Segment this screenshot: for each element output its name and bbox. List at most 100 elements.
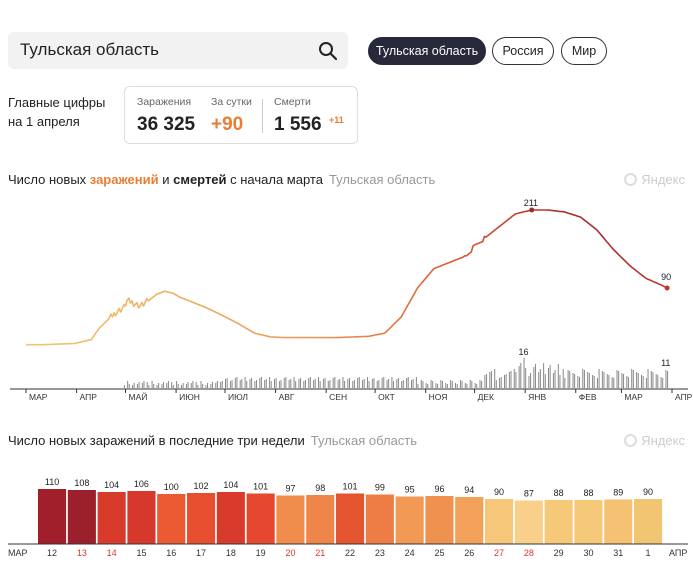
infections-label: Заражения [137, 96, 192, 108]
death-bar [153, 384, 155, 388]
yandex-logo-icon [624, 173, 638, 186]
chart1-title-text: Число новых [8, 172, 90, 187]
death-bar [543, 363, 545, 388]
x-tick-label: МАР [29, 392, 48, 402]
yandex-watermark-text: Яндекс [641, 172, 685, 187]
death-bar [479, 380, 481, 388]
infections-value: 36 325 [137, 114, 196, 135]
death-bar [293, 377, 295, 388]
death-bar [503, 375, 505, 388]
death-bar [667, 371, 669, 388]
death-bar [211, 382, 213, 388]
death-bar [225, 379, 227, 388]
death-bar [344, 381, 346, 388]
bar-value-label: 102 [194, 481, 209, 491]
death-bar [559, 375, 561, 388]
x-tick-label: ЯНВ [528, 392, 546, 402]
bar-value-label: 94 [464, 485, 474, 495]
bar-value-label: 89 [613, 488, 623, 498]
death-bar [549, 365, 551, 388]
death-bar [464, 383, 466, 388]
x-tick-label: ОКТ [378, 392, 395, 402]
chart2-title-text: Число новых заражений в последние три не… [8, 433, 305, 448]
death-bar [484, 375, 486, 388]
death-bar [363, 379, 365, 388]
bar [127, 491, 156, 544]
death-bar [632, 370, 634, 388]
bar-value-label: 88 [583, 488, 593, 498]
bar-value-label: 100 [164, 482, 179, 492]
death-bar [642, 376, 644, 388]
yandex-logo-icon [624, 434, 638, 447]
death-bar [662, 378, 664, 388]
bar [514, 500, 543, 544]
death-bar [324, 378, 326, 388]
x-tick-label: МАЙ [129, 391, 148, 402]
death-bar [388, 379, 390, 388]
region-button-world[interactable]: Мир [561, 37, 607, 65]
death-bar [319, 381, 321, 388]
deaths-delta: +11 [329, 115, 344, 125]
death-bar [304, 380, 306, 388]
death-bar [430, 380, 432, 388]
death-bar [347, 379, 349, 388]
bar-value-label: 96 [434, 484, 444, 494]
x-tick-label: 1 [646, 548, 651, 558]
death-bar [564, 378, 566, 388]
infections-line [26, 209, 668, 346]
death-bar [241, 379, 243, 388]
bar-value-label: 87 [524, 489, 534, 499]
stats-box: Заражения 36 325 За сутки +90 Смерти 1 5… [124, 86, 358, 144]
x-tick-label: АПР [675, 392, 693, 402]
death-bar [539, 369, 541, 388]
death-bar [332, 378, 334, 388]
death-bar [337, 380, 339, 388]
death-bar [641, 375, 643, 388]
death-bar [244, 377, 246, 388]
deaths-label: Смерти [274, 96, 311, 108]
death-bar [650, 371, 652, 388]
death-bar [647, 369, 649, 388]
region-button-russia[interactable]: Россия [492, 37, 554, 65]
x-tick-label: АВГ [279, 392, 295, 402]
death-bar [195, 382, 197, 388]
x-tick-label: 25 [434, 548, 444, 558]
search-icon[interactable] [318, 41, 338, 61]
x-tick-label: ИЮЛ [228, 392, 248, 402]
death-bar [229, 381, 231, 388]
death-bar [510, 371, 512, 388]
death-bar [329, 380, 331, 388]
death-bar [486, 374, 488, 388]
death-bar [270, 381, 272, 388]
death-bar [342, 377, 344, 388]
death-bar [146, 382, 148, 388]
death-bar [185, 384, 187, 388]
death-bar [371, 379, 373, 388]
death-bar [412, 379, 414, 388]
death-bar [402, 380, 404, 388]
search-input[interactable]: Тульская область [20, 40, 159, 59]
death-bar [172, 385, 174, 388]
search-field[interactable]: Тульская область [8, 32, 348, 69]
death-bar [525, 368, 527, 388]
bar [306, 495, 335, 544]
death-bar [588, 373, 590, 388]
death-bar [187, 382, 189, 388]
death-bar [231, 380, 233, 388]
bar [336, 493, 365, 544]
death-bar [192, 381, 194, 388]
death-bar [288, 380, 290, 388]
death-bar [432, 381, 434, 388]
x-tick-label: 26 [464, 548, 474, 558]
bar-value-label: 101 [343, 482, 358, 492]
death-bar [132, 385, 134, 388]
region-button-tula[interactable]: Тульская область [368, 37, 486, 65]
bar-value-label: 104 [104, 480, 119, 490]
death-bar [427, 384, 429, 388]
death-bar [220, 382, 222, 388]
death-bar [246, 381, 248, 388]
death-bar [665, 370, 667, 388]
death-bar [417, 384, 419, 388]
death-bar [518, 366, 520, 388]
death-bar [127, 381, 129, 388]
